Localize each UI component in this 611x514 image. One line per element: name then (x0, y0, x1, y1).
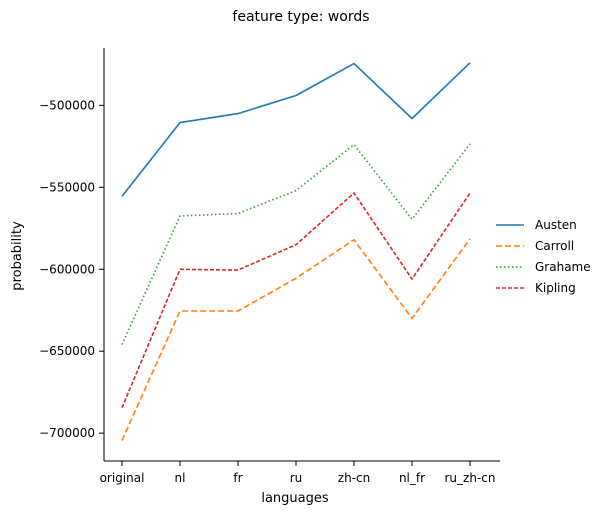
y-tick-label: −700000 (39, 426, 95, 440)
y-ticks: −500000 −550000 −600000 −650000 −700000 (39, 98, 104, 440)
x-axis-label: languages (261, 491, 329, 506)
y-tick-label: −600000 (39, 262, 95, 276)
legend-label-kipling: Kipling (535, 281, 576, 295)
x-tick-label: original (100, 471, 145, 485)
legend-label-austen: Austen (535, 218, 577, 232)
series-line-kipling (121, 192, 471, 409)
series-line-grahame (121, 143, 471, 345)
x-tick-label: fr (233, 471, 242, 485)
y-tick-label: −550000 (39, 180, 95, 194)
y-axis-label: probability (10, 221, 25, 291)
series-lines (121, 62, 471, 441)
x-tick-label: nl_fr (399, 471, 425, 485)
x-ticks: original nl fr ru zh-cn nl_fr ru_zh-cn (100, 461, 496, 485)
y-tick-label: −650000 (39, 344, 95, 358)
x-tick-label: nl (175, 471, 186, 485)
y-tick-label: −500000 (39, 98, 95, 112)
x-tick-label: ru (290, 471, 303, 485)
series-line-austen (121, 62, 471, 197)
legend: Austen Carroll Grahame Kipling (496, 218, 591, 295)
legend-label-grahame: Grahame (535, 260, 591, 274)
series-line-carroll (121, 238, 471, 441)
chart-title: feature type: words (232, 9, 369, 25)
legend-label-carroll: Carroll (535, 239, 574, 253)
x-tick-label: zh-cn (338, 471, 370, 485)
x-tick-label: ru_zh-cn (445, 471, 496, 485)
